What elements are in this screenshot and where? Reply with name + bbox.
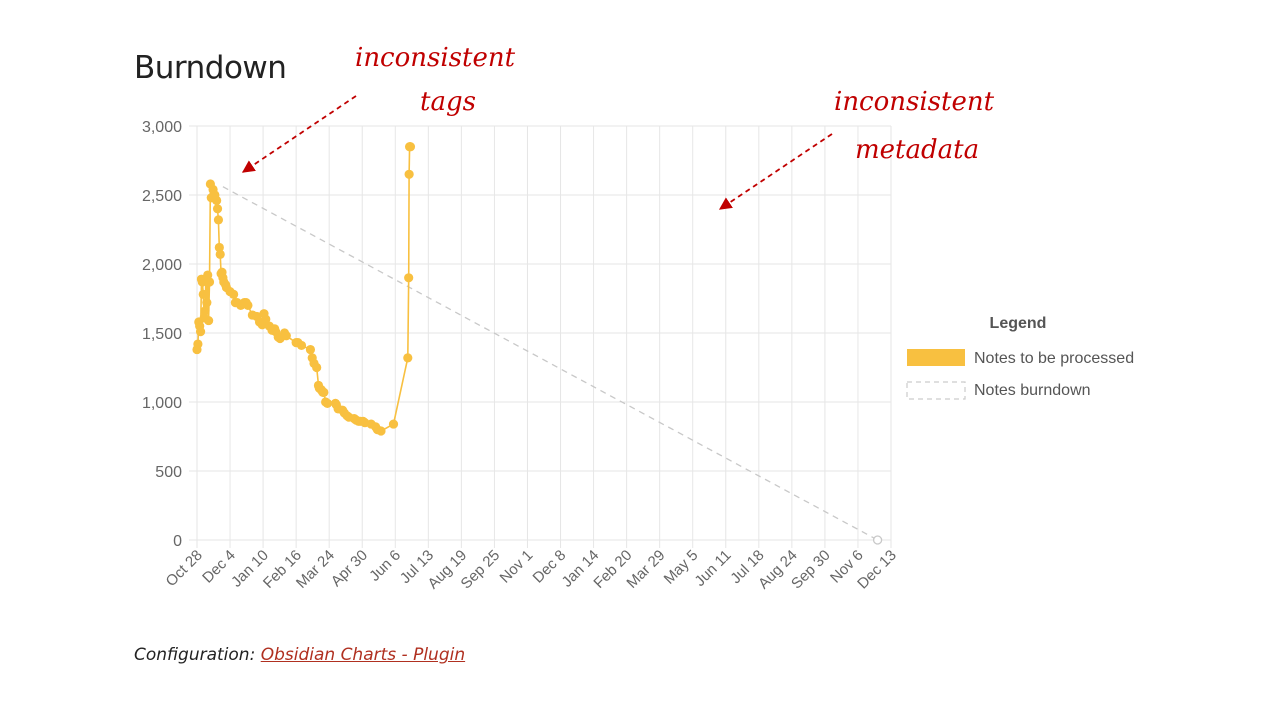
x-tick-label: Mar 24 — [293, 547, 338, 592]
legend-swatch-burndown — [906, 381, 966, 400]
annotation-tags: inconsistent tags — [241, 43, 516, 173]
annotation-metadata-line1: inconsistent — [834, 87, 995, 117]
y-tick-label: 1,500 — [142, 326, 182, 343]
legend-label-notes: Notes to be processed — [974, 350, 1134, 367]
legend-label-burndown: Notes burndown — [974, 382, 1091, 399]
notes-point — [229, 289, 239, 299]
notes-point — [322, 398, 333, 408]
notes-point — [195, 327, 206, 337]
footer: Configuration: Obsidian Charts - Plugin — [134, 645, 465, 665]
footer-prefix: Configuration: — [134, 645, 261, 665]
notes-point — [296, 340, 307, 351]
notes-point — [243, 300, 253, 310]
annotation-metadata: inconsistent metadata — [718, 87, 995, 210]
notes-point — [198, 289, 208, 299]
y-tick-label: 3,000 — [142, 119, 182, 136]
notes-point — [202, 298, 212, 308]
notes-point — [204, 315, 214, 326]
notes-point — [261, 314, 271, 324]
notes-point — [376, 426, 386, 436]
chart-grid — [189, 125, 892, 548]
x-tick-label: Mar 29 — [623, 547, 668, 592]
notes-point — [193, 339, 203, 349]
notes-point — [215, 249, 225, 259]
legend-swatch-notes — [907, 349, 965, 366]
notes-point — [404, 169, 414, 179]
notes-point — [212, 204, 223, 214]
x-tick-label: Jun 11 — [692, 547, 735, 590]
notes-point — [305, 344, 316, 355]
notes-point — [214, 242, 224, 253]
annotation-tags-line2: tags — [420, 87, 476, 117]
x-tick-label: Jun 6 — [366, 547, 404, 585]
y-tick-label: 0 — [173, 533, 182, 550]
y-tick-label: 500 — [155, 464, 182, 481]
notes-point — [403, 353, 413, 363]
notes-point — [212, 195, 222, 206]
notes-point — [204, 277, 215, 287]
notes-point — [213, 215, 224, 225]
annotation-metadata-line2: metadata — [855, 135, 979, 165]
x-tick-label: Oct 28 — [163, 547, 206, 590]
notes-point — [312, 362, 322, 373]
burndown-series — [222, 186, 883, 545]
annotation-metadata-arrow — [718, 133, 833, 210]
notes-point — [203, 270, 213, 280]
burndown-line — [222, 186, 878, 541]
notes-point — [405, 142, 416, 152]
burndown-end-point — [872, 535, 883, 545]
notes-series — [192, 142, 416, 436]
legend: Legend Notes to be processed Notes burnd… — [906, 315, 1134, 400]
notes-point — [200, 306, 210, 316]
notes-point — [404, 273, 414, 283]
annotation-tags-arrow — [241, 95, 357, 173]
y-axis: 0 500 1,000 1,500 2,000 2,500 3,000 — [142, 119, 182, 550]
notes-point — [281, 331, 291, 341]
x-tick-label: Nov 1 — [497, 547, 537, 587]
annotation-tags-line1: inconsistent — [355, 43, 516, 73]
page-title: Burndown — [134, 50, 287, 86]
y-tick-label: 2,500 — [142, 188, 182, 205]
y-tick-label: 2,000 — [142, 257, 182, 274]
x-tick-label: Apr 30 — [328, 547, 371, 590]
notes-point — [319, 387, 329, 397]
y-tick-label: 1,000 — [142, 395, 182, 412]
legend-title: Legend — [990, 315, 1047, 332]
plugin-link[interactable]: Obsidian Charts - Plugin — [260, 645, 466, 665]
notes-point — [388, 419, 399, 429]
